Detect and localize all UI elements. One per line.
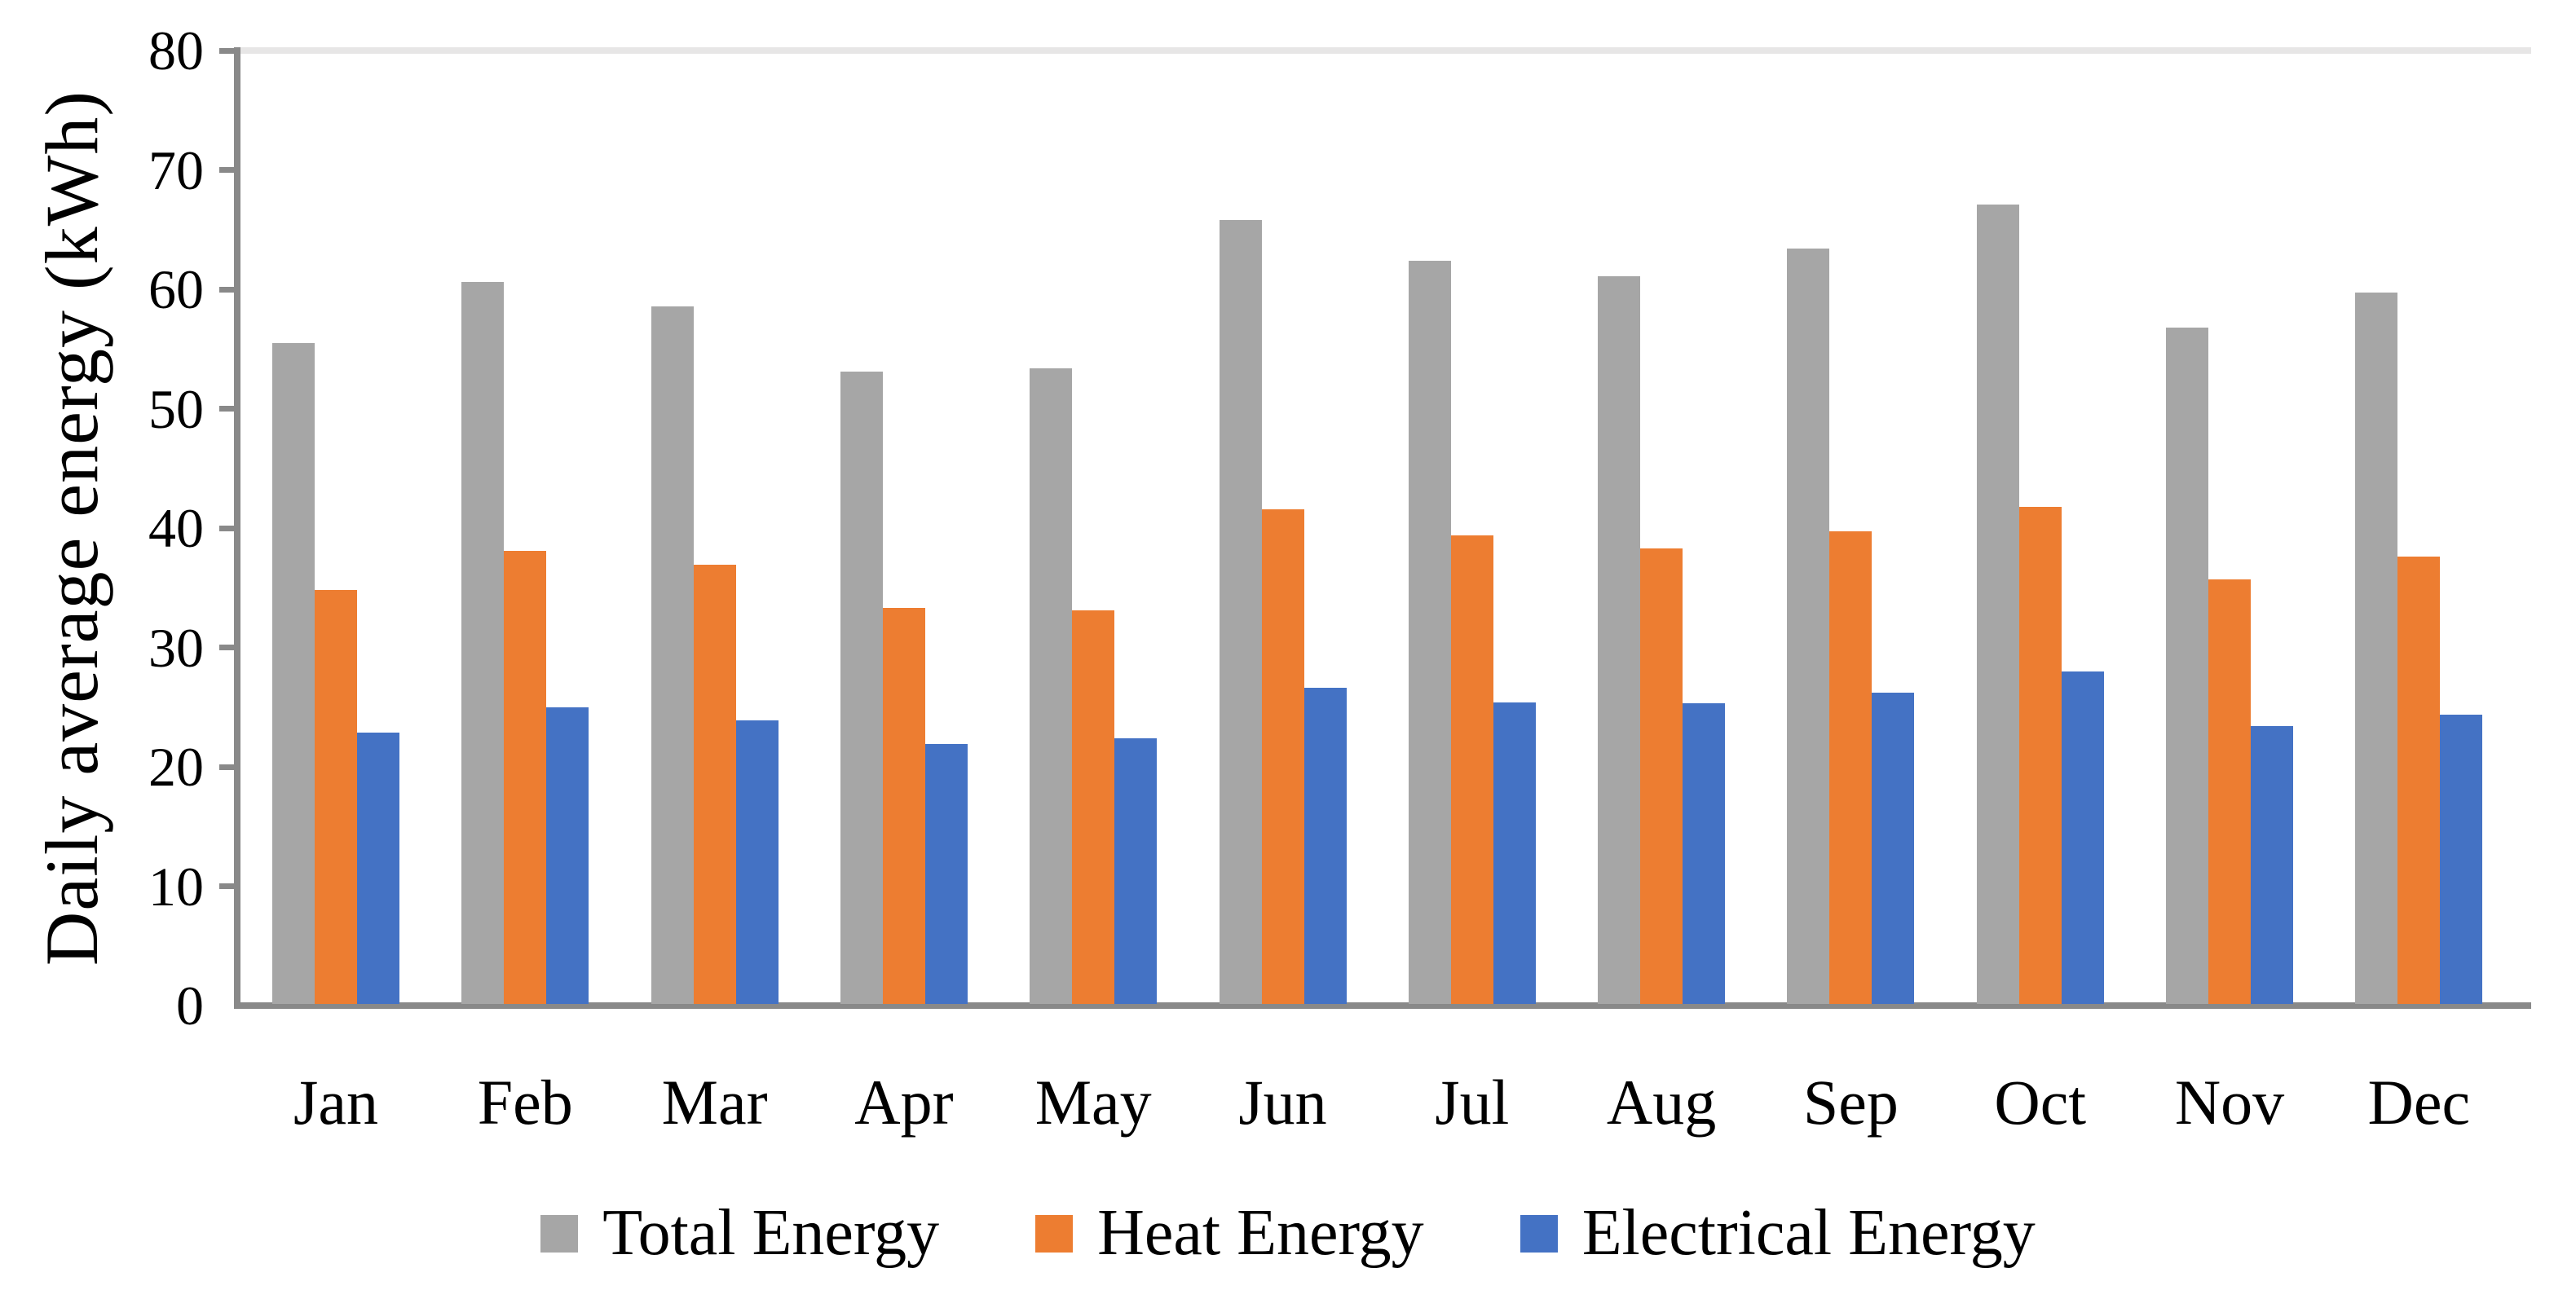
legend-swatch-total-energy — [540, 1214, 579, 1253]
y-tick-mark — [219, 645, 240, 650]
legend-item-heat-energy: Heat Energy — [1035, 1196, 1424, 1270]
legend-swatch-heat-energy — [1035, 1214, 1074, 1253]
x-axis-line — [234, 1002, 2531, 1009]
legend-item-electrical-energy: Electrical Energy — [1520, 1196, 2036, 1270]
bar-heat-energy-oct — [2018, 506, 2062, 1004]
y-tick-label: 70 — [148, 139, 204, 201]
legend: Total Energy Heat Energy Electrical Ener… — [0, 1196, 2576, 1270]
bar-total-energy-apr — [840, 372, 883, 1004]
bar-electrical-energy-dec — [2440, 714, 2483, 1004]
bar-total-energy-jun — [1219, 220, 1262, 1004]
bar-heat-energy-jul — [1450, 535, 1493, 1004]
y-tick-mark — [219, 525, 240, 531]
x-axis-label-jun: Jun — [1238, 1067, 1327, 1138]
bar-heat-energy-jun — [1261, 509, 1304, 1004]
bar-heat-energy-sep — [1829, 531, 1872, 1004]
bar-electrical-energy-apr — [924, 744, 968, 1004]
bar-heat-energy-mar — [693, 565, 736, 1004]
bar-electrical-energy-aug — [1683, 703, 1726, 1004]
legend-label-total-energy: Total Energy — [602, 1197, 940, 1269]
x-axis-label-nov: Nov — [2174, 1067, 2285, 1138]
bar-heat-energy-aug — [1640, 548, 1683, 1004]
bar-electrical-energy-sep — [1872, 693, 1915, 1004]
legend-label-heat-energy: Heat Energy — [1097, 1197, 1424, 1269]
y-tick-mark — [219, 883, 240, 889]
bar-heat-energy-feb — [504, 550, 547, 1004]
bar-heat-energy-dec — [2397, 557, 2441, 1004]
x-axis-label-jul: Jul — [1435, 1067, 1510, 1138]
y-tick-label: 50 — [148, 377, 204, 440]
bar-heat-energy-nov — [2208, 579, 2251, 1004]
bar-total-energy-sep — [1787, 249, 1830, 1004]
x-axis-label-apr: Apr — [854, 1067, 954, 1138]
legend-item-total-energy: Total Energy — [540, 1196, 939, 1270]
x-axis-label-dec: Dec — [2367, 1067, 2471, 1138]
y-tick-label: 30 — [148, 616, 204, 679]
bar-total-energy-may — [1030, 368, 1073, 1004]
y-axis-line — [234, 47, 240, 1009]
x-axis-label-aug: Aug — [1606, 1067, 1717, 1138]
bar-heat-energy-may — [1072, 610, 1115, 1004]
bar-total-energy-feb — [461, 282, 505, 1004]
bar-electrical-energy-jul — [1493, 702, 1536, 1004]
bar-total-energy-dec — [2355, 293, 2398, 1004]
bar-total-energy-nov — [2166, 327, 2208, 1004]
legend-label-electrical-energy: Electrical Energy — [1581, 1197, 2036, 1269]
x-axis-label-sep: Sep — [1802, 1067, 1899, 1138]
y-tick-mark — [219, 406, 240, 412]
y-tick-label: 10 — [148, 855, 204, 918]
y-tick-label: 80 — [148, 20, 204, 81]
x-axis-label-may: May — [1034, 1067, 1152, 1138]
bar-total-energy-jan — [272, 342, 315, 1004]
bar-electrical-energy-nov — [2251, 726, 2293, 1004]
y-tick-mark — [219, 286, 240, 293]
x-axis-label-feb: Feb — [477, 1067, 573, 1138]
legend-swatch-electrical-energy — [1520, 1214, 1558, 1253]
bar-electrical-energy-mar — [735, 720, 779, 1004]
x-axis-label-oct: Oct — [1994, 1067, 2086, 1138]
y-tick-mark — [219, 167, 240, 173]
plot-top-border — [240, 47, 2531, 54]
bar-total-energy-mar — [651, 306, 694, 1004]
bar-heat-energy-apr — [882, 608, 925, 1004]
y-tick-mark — [219, 47, 240, 54]
bar-electrical-energy-oct — [2061, 671, 2104, 1004]
bar-total-energy-oct — [1976, 204, 2019, 1004]
bar-heat-energy-jan — [315, 590, 357, 1004]
bar-electrical-energy-jun — [1303, 688, 1347, 1004]
y-tick-label: 0 — [176, 975, 204, 1037]
y-tick-mark — [219, 764, 240, 770]
x-axis-label-mar: Mar — [661, 1067, 768, 1138]
bar-total-energy-aug — [1598, 275, 1641, 1004]
y-tick-label: 20 — [148, 736, 204, 798]
x-axis-label-jan: Jan — [293, 1067, 378, 1138]
bar-electrical-energy-may — [1114, 737, 1158, 1004]
y-tick-label: 60 — [148, 258, 204, 320]
bar-electrical-energy-jan — [357, 732, 399, 1004]
y-tick-label: 40 — [148, 497, 204, 559]
bar-total-energy-jul — [1408, 260, 1451, 1004]
bar-electrical-energy-feb — [546, 707, 589, 1004]
